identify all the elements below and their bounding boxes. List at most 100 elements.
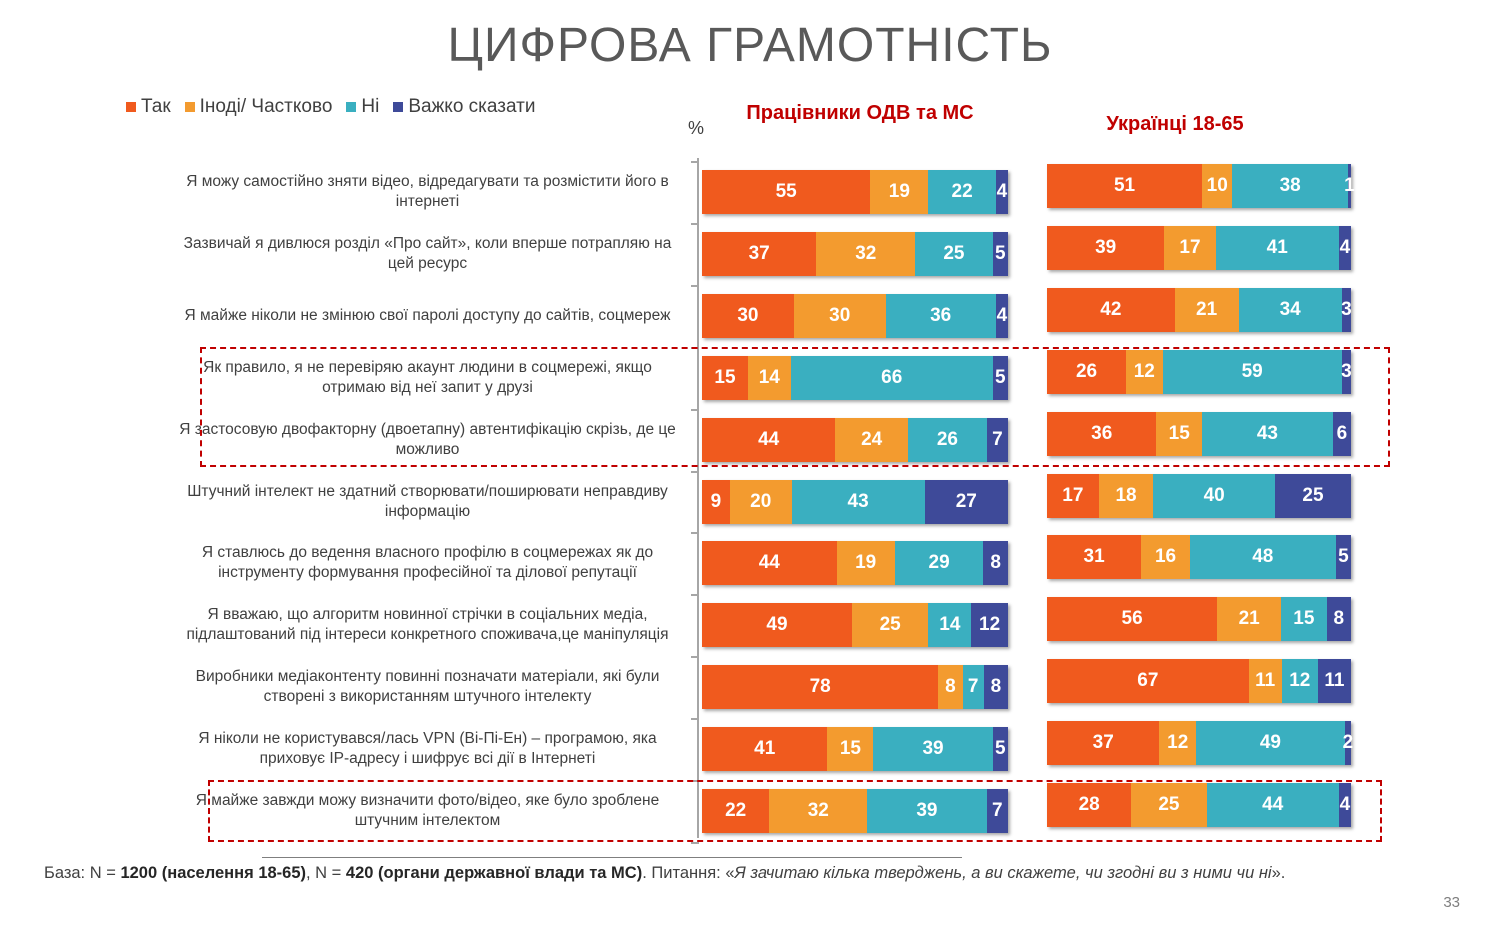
- legend-swatch: [393, 102, 404, 112]
- bar-row: 44 24 26 7: [702, 417, 1008, 462]
- bar-segment: 4: [995, 293, 1008, 338]
- bar-segment: 24: [835, 417, 908, 462]
- bar-segment: 29: [894, 541, 984, 586]
- bar-row: 28 25 44 4: [1047, 783, 1351, 827]
- axis-tick: [691, 594, 699, 597]
- bar-segment: 38: [1232, 164, 1348, 208]
- bar-segment: 17: [1047, 473, 1099, 518]
- legend-item: Іноді/ Частково: [184, 96, 333, 118]
- bar-row: 55 19 22 4: [702, 170, 1008, 214]
- bar-segment: 49: [702, 603, 852, 648]
- bar-row: 9 20 43 27: [702, 479, 1008, 524]
- bar-row: 44 19 29 8: [702, 541, 1008, 586]
- bar-segment: 8: [983, 665, 1008, 710]
- bar-segment: 19: [870, 170, 929, 214]
- axis-tick: [691, 284, 699, 287]
- category-label: Я можу самостійно зняти відео, відредагу…: [186, 173, 669, 210]
- axis-tick: [691, 408, 699, 411]
- bar-segment: 40: [1153, 473, 1275, 518]
- bar-segment: 1: [1344, 164, 1355, 208]
- bar-segment: 32: [816, 231, 916, 276]
- bar-segment: 5: [1335, 535, 1351, 580]
- bar-segment: 28: [1047, 783, 1132, 827]
- page-title: ЦИФРОВА ГРАМОТНІСТЬ: [447, 19, 1053, 72]
- panel-title-ukrainians: Українці 18-65: [1106, 113, 1244, 135]
- bar-row: 56 21 15 8: [1047, 597, 1351, 642]
- chart-legend: Так Іноді/ Частково Ні Важко сказати: [126, 96, 535, 118]
- bar-row: 41 15 39 5: [702, 727, 1008, 772]
- bar-segment: 26: [1047, 349, 1127, 394]
- bar-segment: 36: [885, 293, 996, 338]
- bar-segment: 22: [928, 170, 996, 214]
- bar-segment: 42: [1047, 287, 1175, 332]
- category-axis-line: [697, 158, 699, 838]
- bar-segment: 9: [702, 479, 730, 524]
- bar-segment: 17: [1164, 225, 1216, 270]
- bar-segment: 44: [702, 417, 836, 462]
- bar-segment: 14: [747, 355, 791, 400]
- bar-segment: 25: [915, 231, 993, 276]
- legend-item: Так: [126, 96, 171, 118]
- bar-row: 26 12 59 3: [1047, 349, 1352, 394]
- bar-segment: 34: [1238, 287, 1342, 332]
- bar-segment: 36: [1047, 411, 1157, 456]
- footer-rule: [262, 857, 962, 858]
- bar-segment: 43: [1202, 411, 1333, 456]
- bar-segment: 78: [702, 665, 939, 710]
- bar-segment: 37: [702, 231, 817, 276]
- bar-segment: 25: [851, 603, 929, 648]
- bar-segment: 39: [873, 727, 993, 772]
- bar-segment: 19: [836, 541, 895, 586]
- bar-segment: 51: [1047, 164, 1203, 208]
- bar-segment: 43: [791, 479, 925, 524]
- bar-row: 36 15 43 6: [1047, 411, 1351, 456]
- legend-label: Іноді/ Частково: [199, 96, 333, 117]
- bar-segment: 21: [1174, 287, 1239, 332]
- bar-segment: 32: [769, 789, 868, 833]
- bar-segment: 49: [1195, 721, 1345, 766]
- bar-segment: 5: [992, 231, 1008, 276]
- bar-row: 67 11 12 11: [1047, 659, 1351, 704]
- bar-segment: 16: [1141, 535, 1190, 580]
- bar-segment: 8: [1326, 597, 1351, 642]
- bar-segment: 21: [1217, 597, 1282, 642]
- bar-segment: 30: [793, 293, 886, 338]
- legend-item: Важко сказати: [393, 96, 535, 118]
- bar-segment: 15: [702, 355, 748, 400]
- axis-tick: [691, 532, 699, 535]
- bar-segment: 7: [986, 789, 1008, 833]
- legend-item: Ні: [346, 96, 379, 118]
- bar-segment: 4: [1338, 783, 1351, 827]
- bar-segment: 15: [1281, 597, 1327, 642]
- bar-segment: 30: [702, 293, 794, 338]
- legend-swatch: [126, 102, 136, 112]
- bar-segment: 12: [1159, 721, 1196, 766]
- bar-segment: 20: [729, 479, 792, 524]
- bar-segment: 6: [1332, 411, 1351, 456]
- bar-segment: 15: [1156, 411, 1203, 456]
- bar-segment: 56: [1047, 597, 1218, 642]
- bar-segment: 4: [1338, 225, 1351, 270]
- bar-segment: 18: [1098, 473, 1154, 518]
- bar-segment: 44: [702, 541, 837, 586]
- highlight-box-social-security: [200, 347, 1390, 467]
- bar-segment: 8: [983, 541, 1008, 586]
- panel-title-officials: Працівники ОДВ та МС: [746, 102, 974, 124]
- bar-row: 15 14 66 5: [702, 355, 1008, 400]
- axis-tick: [691, 841, 699, 844]
- bar-row: 37 12 49 2: [1047, 721, 1353, 766]
- category-label: Я застосовую двофакторну (двоетапну) авт…: [179, 420, 676, 458]
- bar-segment: 11: [1248, 659, 1282, 704]
- bar-segment: 8: [938, 665, 963, 710]
- bar-segment: 12: [1126, 349, 1163, 394]
- category-label: Я ніколи не користувався/лась VPN (Ві-Пі…: [198, 730, 657, 768]
- bar-segment: 55: [702, 170, 871, 214]
- bar-segment: 3: [1341, 349, 1352, 394]
- bar-segment: 31: [1047, 535, 1142, 580]
- legend-label: Важко сказати: [408, 96, 536, 117]
- category-label: Виробники медіаконтенту повинні позначат…: [195, 668, 660, 706]
- bar-segment: 25: [1274, 473, 1351, 518]
- category-label: Зазвичай я дивлюся розділ «Про сайт», ко…: [183, 234, 672, 272]
- category-label: Як правило, я не перевіряю акаунт людини…: [203, 358, 652, 396]
- highlight-box-ai-detection: [208, 780, 1382, 842]
